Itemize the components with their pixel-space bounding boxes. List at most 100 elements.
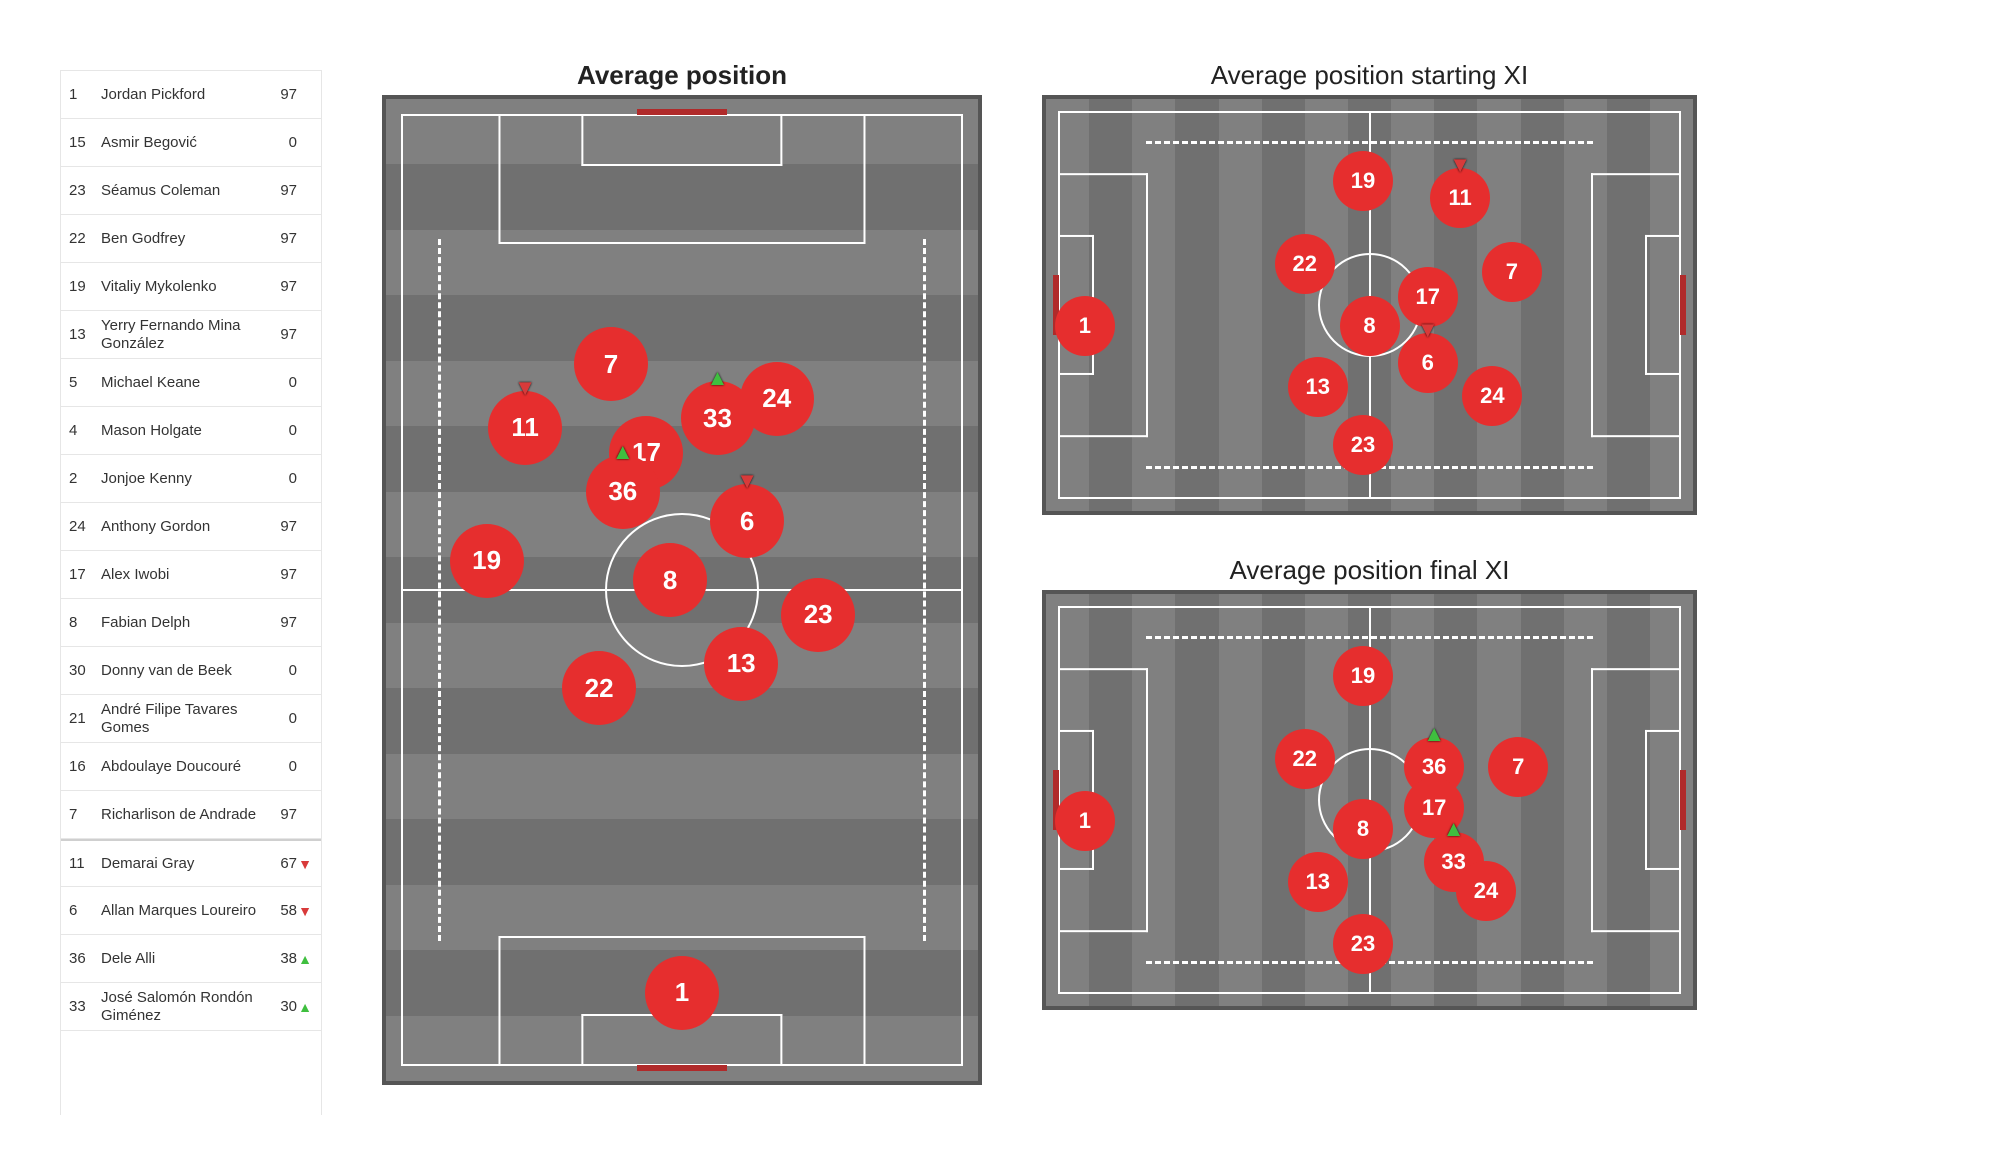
pitch-marking — [438, 239, 441, 941]
player-name: Dele Alli — [97, 950, 269, 967]
player-dot-1: 1 — [645, 956, 719, 1030]
player-number: 22 — [69, 230, 97, 247]
player-name: Vitaliy Mykolenko — [97, 278, 269, 295]
player-dot-19: 19 — [1333, 646, 1393, 706]
player-dot-label: 19 — [472, 545, 501, 576]
player-name: Richarlison de Andrade — [97, 806, 269, 823]
pitch-marking — [1146, 636, 1593, 639]
player-dot-8: 8 — [1333, 799, 1393, 859]
player-dot-label: 23 — [1351, 931, 1375, 957]
sub-out-icon: ▼ — [1449, 154, 1471, 176]
player-dot-36: 36▲ — [586, 455, 660, 529]
player-name: Séamus Coleman — [97, 182, 269, 199]
sub-in-icon: ▲ — [297, 1000, 313, 1014]
player-row: 4Mason Holgate0 — [61, 407, 321, 455]
sub-in-icon: ▲ — [612, 441, 634, 463]
player-dot-24: 24 — [1462, 366, 1522, 426]
player-name: Jordan Pickford — [97, 86, 269, 103]
player-dot-label: 7 — [1512, 754, 1524, 780]
player-dot-6: 6▼ — [1398, 333, 1458, 393]
player-minutes: 97 — [269, 518, 297, 535]
player-dot-label: 17 — [1415, 284, 1439, 310]
player-minutes: 38 — [269, 950, 297, 967]
player-dot-label: 1 — [675, 977, 689, 1008]
player-dot-13: 13 — [1288, 852, 1348, 912]
player-minutes: 67 — [269, 855, 297, 872]
player-row: 30Donny van de Beek0 — [61, 647, 321, 695]
player-number: 7 — [69, 806, 97, 823]
player-number: 21 — [69, 710, 97, 727]
player-dot-label: 24 — [762, 383, 791, 414]
starting-xi-pitch: 11911▼2217786▼132423 — [1042, 95, 1697, 515]
player-number: 6 — [69, 902, 97, 919]
player-dot-label: 8 — [1363, 313, 1375, 339]
player-row: 11Demarai Gray67▼ — [61, 839, 321, 887]
player-number: 5 — [69, 374, 97, 391]
player-row: 24Anthony Gordon97 — [61, 503, 321, 551]
player-dot-label: 11 — [511, 412, 539, 443]
player-dot-label: 7 — [604, 349, 618, 380]
player-dot-22: 22 — [1275, 729, 1335, 789]
main-pitch-panel: Average position 172433▲11▼1736▲6▼198231… — [382, 60, 982, 1115]
player-minutes: 0 — [269, 662, 297, 679]
player-name: Fabian Delph — [97, 614, 269, 631]
player-row: 5Michael Keane0 — [61, 359, 321, 407]
sub-in-icon: ▲ — [707, 367, 729, 389]
player-row: 21André Filipe Tavares Gomes0 — [61, 695, 321, 743]
starting-xi-title: Average position starting XI — [1211, 60, 1528, 91]
player-dot-8: 8 — [633, 543, 707, 617]
player-name: Asmir Begović — [97, 134, 269, 151]
player-row: 7Richarlison de Andrade97 — [61, 791, 321, 839]
player-row: 19Vitaliy Mykolenko97 — [61, 263, 321, 311]
player-minutes: 97 — [269, 230, 297, 247]
player-dot-label: 13 — [1305, 869, 1329, 895]
player-number: 2 — [69, 470, 97, 487]
page-root: 1Jordan Pickford9715Asmir Begović023Séam… — [0, 0, 2000, 1175]
player-number: 16 — [69, 758, 97, 775]
player-minutes: 30 — [269, 998, 297, 1015]
sub-in-icon: ▲ — [297, 952, 313, 966]
player-name: Abdoulaye Doucouré — [97, 758, 269, 775]
player-name: Alex Iwobi — [97, 566, 269, 583]
player-row: 6Allan Marques Loureiro58▼ — [61, 887, 321, 935]
player-minutes: 97 — [269, 182, 297, 199]
sub-out-icon: ▼ — [736, 470, 758, 492]
player-dot-7: 7 — [1488, 737, 1548, 797]
player-minutes: 97 — [269, 566, 297, 583]
player-dot-label: 19 — [1351, 168, 1375, 194]
player-minutes: 97 — [269, 86, 297, 103]
player-name: André Filipe Tavares Gomes — [97, 701, 269, 736]
player-dot-1: 1 — [1055, 791, 1115, 851]
player-dot-label: 22 — [585, 673, 614, 704]
player-number: 15 — [69, 134, 97, 151]
player-dot-label: 1 — [1079, 313, 1091, 339]
player-row: 1Jordan Pickford97 — [61, 71, 321, 119]
player-dot-label: 1 — [1079, 808, 1091, 834]
sub-out-icon: ▼ — [297, 857, 313, 871]
pitch-marking — [581, 114, 782, 166]
player-number: 4 — [69, 422, 97, 439]
player-dot-23: 23 — [781, 578, 855, 652]
player-name: Anthony Gordon — [97, 518, 269, 535]
player-dot-label: 8 — [663, 565, 677, 596]
player-dot-19: 19 — [1333, 151, 1393, 211]
player-number: 30 — [69, 662, 97, 679]
goal-marker — [1680, 275, 1686, 335]
player-dot-11: 11▼ — [488, 391, 562, 465]
player-row: 15Asmir Begović0 — [61, 119, 321, 167]
sub-out-icon: ▼ — [1417, 319, 1439, 341]
player-minutes: 58 — [269, 902, 297, 919]
goal-marker — [637, 1065, 727, 1071]
final-xi-title: Average position final XI — [1230, 555, 1510, 586]
player-dot-label: 7 — [1506, 259, 1518, 285]
sub-out-icon: ▼ — [514, 377, 536, 399]
pitch-marking — [1146, 141, 1593, 144]
player-minutes: 0 — [269, 134, 297, 151]
player-row: 23Séamus Coleman97 — [61, 167, 321, 215]
player-minutes: 0 — [269, 470, 297, 487]
player-name: Donny van de Beek — [97, 662, 269, 679]
player-minutes: 97 — [269, 614, 297, 631]
player-dot-label: 23 — [804, 599, 833, 630]
right-column: Average position starting XI 11911▼22177… — [1042, 60, 1697, 1115]
player-minutes: 0 — [269, 758, 297, 775]
